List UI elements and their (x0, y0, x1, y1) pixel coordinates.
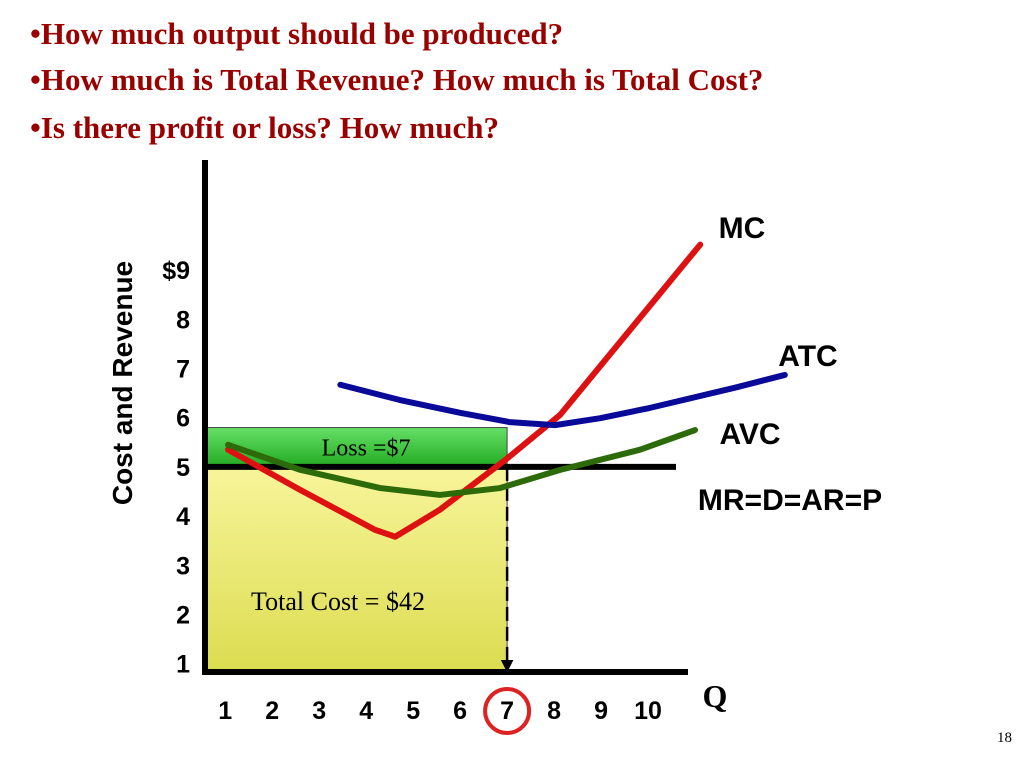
annotation: Loss =$7 (322, 436, 411, 462)
total-cost-box (204, 466, 508, 673)
bullet: •How much output should be produced? (30, 16, 563, 51)
x-tick-label: 7 (500, 697, 514, 725)
bullet: •How much is Total Revenue? How much is … (30, 62, 763, 97)
price-label: MR=D=AR=P (698, 484, 882, 517)
curve-label: MC (719, 212, 766, 245)
curve (225, 241, 704, 540)
bullet: •Is there profit or loss? How much? (30, 110, 499, 145)
x-tick-label: 9 (594, 697, 608, 725)
curve-label: AVC (719, 418, 780, 451)
annotation: Total Cost = $42 (251, 587, 425, 616)
y-tick-label: 3 (176, 552, 190, 580)
curve (225, 427, 699, 498)
x-tick-label: 2 (265, 697, 279, 725)
y-tick-label: 2 (176, 601, 190, 629)
x-tick-label: 10 (634, 697, 662, 725)
y-tick-label: 4 (176, 503, 190, 531)
x-tick-label: 1 (218, 697, 232, 725)
y-tick-label: 1 (176, 651, 190, 679)
y-tick-label: 5 (176, 454, 190, 482)
x-tick-label: 4 (359, 697, 373, 725)
x-tick-label: 3 (312, 697, 326, 725)
curve-label: ATC (778, 340, 837, 373)
curve (337, 371, 788, 429)
y-tick-label: 8 (176, 306, 190, 334)
y-tick-label: $9 (162, 257, 190, 285)
x-tick-label: 6 (453, 697, 467, 725)
x-axis-label: Q (703, 678, 728, 714)
loss-box (204, 427, 508, 468)
page-number: 18 (997, 730, 1012, 746)
highlight-circle (483, 687, 532, 735)
y-axis-label: Cost and Revenue (107, 261, 138, 505)
x-tick-label: 8 (547, 697, 561, 725)
y-tick-label: 6 (176, 405, 190, 433)
x-tick-label: 5 (406, 697, 420, 725)
y-tick-label: 7 (176, 356, 190, 384)
